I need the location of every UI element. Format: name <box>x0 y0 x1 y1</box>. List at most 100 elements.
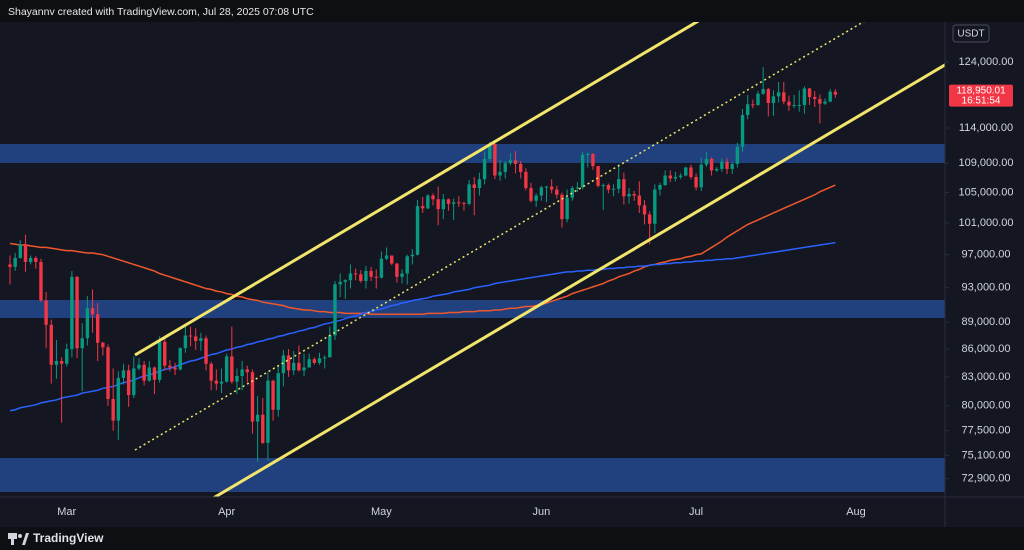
y-tick-label: 72,900.00 <box>962 473 1011 485</box>
candle-body <box>194 336 198 341</box>
candle-body <box>555 189 559 195</box>
brand: TradingView <box>33 531 104 545</box>
candle-body <box>343 280 348 282</box>
candle-body <box>493 144 497 176</box>
candle-body <box>178 348 182 370</box>
candle-body <box>23 244 28 262</box>
candle-body <box>513 160 518 164</box>
candle-body <box>606 185 611 190</box>
y-tick-label: 109,000.00 <box>958 157 1013 169</box>
candle-body <box>518 163 523 172</box>
candle-body <box>766 89 771 103</box>
candle-body <box>152 367 157 380</box>
logo-part <box>8 533 17 539</box>
candle-body <box>302 367 306 371</box>
candle-body <box>709 158 714 171</box>
currency-box <box>952 24 990 43</box>
candle-body <box>782 92 786 102</box>
candle-body <box>699 164 703 188</box>
x-tick-label: Apr <box>218 506 235 518</box>
candle-body <box>549 186 554 190</box>
logo-part <box>18 534 22 538</box>
candle-body <box>498 171 502 176</box>
candle-body <box>266 380 270 443</box>
candle-body <box>415 206 420 255</box>
candle-body <box>833 91 838 95</box>
candle-body <box>276 373 280 410</box>
candle-body <box>694 176 698 188</box>
candle-body <box>54 361 59 365</box>
y-tick-label: 105,000.00 <box>958 186 1013 198</box>
candle-body <box>405 256 409 274</box>
candle-body <box>828 91 832 102</box>
candle-body <box>745 104 750 116</box>
candle-body <box>823 101 827 104</box>
candle-body <box>8 264 12 267</box>
candle-body <box>658 185 662 190</box>
candle-body <box>740 115 745 147</box>
y-tick-label: 89,000.00 <box>962 316 1011 328</box>
candle-body <box>730 163 734 169</box>
candle-body <box>400 273 404 277</box>
candle-body <box>761 89 765 94</box>
candle-body <box>204 338 208 364</box>
candle-body <box>44 300 48 325</box>
candle-body <box>617 179 621 189</box>
candle-body <box>637 195 642 206</box>
candle-body <box>426 195 430 209</box>
last-price: 118,950.01 <box>956 85 1006 96</box>
candle-body <box>720 161 724 169</box>
y-tick-label: 83,000.00 <box>962 371 1011 383</box>
zone <box>0 458 945 492</box>
channel-line <box>212 63 945 497</box>
candle-body <box>163 341 167 366</box>
candle-body <box>462 203 466 205</box>
candle-body <box>725 161 729 169</box>
candle-body <box>653 189 657 224</box>
candle-body <box>188 335 193 337</box>
candle-body <box>374 276 378 278</box>
candle-body <box>715 168 719 171</box>
x-tick-label: Jul <box>689 506 703 518</box>
time-axis-area <box>0 497 945 527</box>
candle-body <box>477 179 482 189</box>
y-tick-label: 80,000.00 <box>962 400 1011 412</box>
candle-body <box>797 104 801 106</box>
candle-body <box>457 202 461 204</box>
candle-body <box>157 341 162 380</box>
candle-body <box>126 370 131 396</box>
candle-body <box>611 188 616 190</box>
candle-body <box>90 308 95 315</box>
candle-body <box>173 367 177 370</box>
axes: 124,000.00 114,000.00 109,000.00 105,000.00… <box>57 56 1013 518</box>
candle-body <box>261 414 265 443</box>
candle-body <box>441 199 446 210</box>
zones <box>0 144 945 492</box>
candle-body <box>534 195 538 201</box>
candle-body <box>627 194 631 197</box>
candle-body <box>446 199 451 204</box>
x-tick-label: Mar <box>57 506 76 518</box>
candle-body <box>111 398 115 421</box>
candle-body <box>776 92 781 97</box>
candle-body <box>255 414 260 422</box>
candle-body <box>209 363 213 381</box>
candle-body <box>80 338 84 349</box>
candle-body <box>813 96 817 99</box>
y-tick-label: 124,000.00 <box>958 56 1013 68</box>
candle-body <box>106 347 110 399</box>
candle-body <box>353 273 358 275</box>
candle-body <box>101 342 105 348</box>
candle-body <box>647 214 652 224</box>
candle-body <box>142 364 146 381</box>
candle-body <box>787 101 791 106</box>
candle-body <box>472 184 476 189</box>
candle-body <box>183 335 188 349</box>
candle-body <box>95 314 100 343</box>
x-tick-label: Aug <box>846 506 866 518</box>
candle-body <box>147 367 151 381</box>
candle-body <box>132 368 136 396</box>
candle-body <box>18 244 23 258</box>
